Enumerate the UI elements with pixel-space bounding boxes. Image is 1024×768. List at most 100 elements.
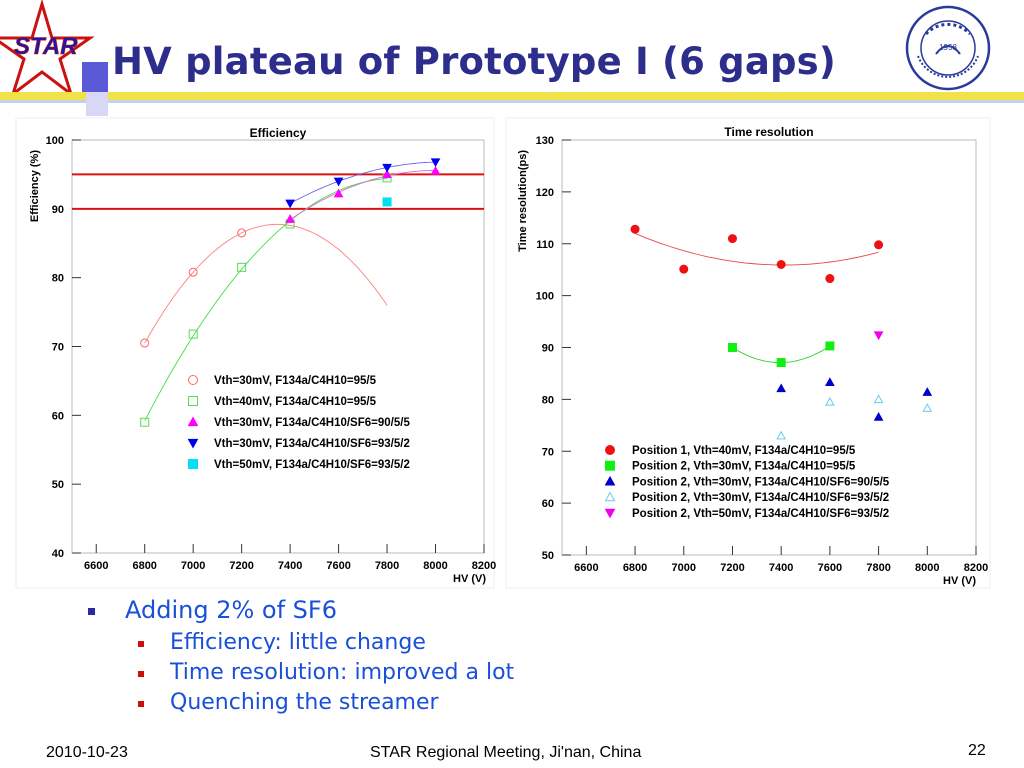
data-point <box>188 396 198 406</box>
x-tick-label: 6600 <box>574 562 598 574</box>
data-point <box>237 262 247 272</box>
data-point <box>140 338 150 348</box>
x-tick-label: 7200 <box>229 560 253 572</box>
legend-entry: Vth=30mV, F134a/C4H10/SF6=93/5/2 <box>214 438 410 450</box>
charts-area: Efficiency HV (V) Efficiency (%) 6600 6800 70… <box>15 117 991 589</box>
y-tick-label: 60 <box>52 410 64 422</box>
x-tick-label: 7800 <box>375 560 399 572</box>
data-series <box>727 341 835 368</box>
legend-entry: Vth=30mV, F134a/C4H10/SF6=90/5/5 <box>214 417 410 429</box>
data-point <box>604 491 616 502</box>
legend-entry: Position 2, Vth=30mV, F134a/C4H10/SF6=93… <box>632 492 889 504</box>
data-point <box>727 234 737 244</box>
data-point <box>776 260 786 269</box>
chart-title: Time resolution <box>724 125 813 139</box>
x-tick-label: 6800 <box>132 560 156 572</box>
x-tick-label: 6800 <box>623 562 647 574</box>
plot-area <box>561 139 977 556</box>
data-point <box>776 358 786 368</box>
x-tick-label: 7200 <box>720 562 744 574</box>
data-point <box>630 224 640 234</box>
data-series <box>140 228 247 348</box>
footer-date: 2010-10-23 <box>46 744 128 761</box>
legend-entry: Position 1, Vth=40mV, F134a/C4H10=95/5 <box>632 445 856 457</box>
x-tick-label: 7800 <box>866 562 890 574</box>
fit-curve <box>144 223 388 344</box>
data-point <box>333 177 344 187</box>
data-series <box>873 331 884 341</box>
data-point <box>727 343 737 352</box>
fit-curve <box>289 161 436 204</box>
footer-page-number: 22 <box>968 742 986 759</box>
bullet-marker <box>88 608 95 615</box>
data-point <box>430 165 441 175</box>
y-tick-label: 50 <box>542 550 554 562</box>
data-point <box>285 214 295 223</box>
data-point <box>922 387 933 396</box>
data-point <box>430 158 441 168</box>
x-axis-label: HV (V) <box>943 575 976 587</box>
fit-curve <box>289 170 436 220</box>
y-tick-label: 130 <box>536 135 554 147</box>
data-point <box>605 460 615 471</box>
data-point <box>873 411 884 421</box>
x-tick-label: 8200 <box>472 560 496 572</box>
y-tick-label: 70 <box>52 342 64 354</box>
x-tick-label: 7600 <box>326 560 350 572</box>
bullet-text: Adding 2% of SF6 <box>125 596 337 624</box>
y-tick-label: 90 <box>542 343 554 355</box>
x-tick-label: 7600 <box>818 562 842 574</box>
data-series <box>776 377 933 421</box>
x-tick-label: 8200 <box>964 562 988 574</box>
fit-curve <box>634 232 879 266</box>
data-series <box>285 165 441 223</box>
data-point <box>382 169 392 179</box>
star-logo-shape <box>0 0 95 99</box>
data-point <box>873 331 884 341</box>
y-tick-label: 120 <box>536 187 554 199</box>
data-point <box>776 383 787 393</box>
data-point <box>605 445 615 455</box>
fit-curve <box>144 178 388 422</box>
data-point <box>825 377 835 386</box>
star-logo: STAR <box>0 0 95 99</box>
title-underline-bar <box>0 92 1024 100</box>
seal-year: 1958 <box>939 43 957 52</box>
data-series <box>285 158 441 209</box>
data-point <box>140 417 150 427</box>
y-tick-label: 90 <box>52 204 64 216</box>
legend-entry: Position 2, Vth=50mV, F134a/C4H10/SF6=93… <box>632 508 889 520</box>
data-series <box>630 224 884 284</box>
data-series <box>776 394 933 440</box>
sub-bullet-text: Efficiency: little change <box>170 630 426 655</box>
efficiency-chart: Efficiency HV (V) Efficiency (%) 6600 6800 70… <box>15 117 496 589</box>
data-point <box>873 394 884 404</box>
legend-entry: Vth=50mV, F134a/C4H10/SF6=93/5/2 <box>214 459 410 471</box>
data-point <box>188 375 198 385</box>
x-tick-label: 8000 <box>423 560 447 572</box>
slide-title: HV plateau of Prototype I (6 gaps) <box>112 40 837 83</box>
data-point <box>922 403 933 412</box>
data-point <box>237 228 247 238</box>
university-seal: 1958 <box>905 5 991 91</box>
x-axis-label: HV (V) <box>453 573 486 585</box>
y-axis-label: Time resolution(ps) <box>517 150 529 252</box>
data-point <box>187 416 199 427</box>
data-point <box>188 459 198 469</box>
data-point <box>825 341 835 351</box>
title-underline-shadow <box>0 100 1024 103</box>
data-point <box>188 267 198 277</box>
legend-entry: Position 2, Vth=30mV, F134a/C4H10=95/5 <box>632 461 856 473</box>
y-tick-label: 50 <box>52 479 64 491</box>
data-point <box>382 163 392 173</box>
data-point <box>187 438 199 449</box>
x-tick-label: 7400 <box>769 562 793 574</box>
y-tick-label: 40 <box>52 548 64 560</box>
data-series <box>382 197 392 207</box>
data-point <box>285 199 295 209</box>
y-tick-label: 70 <box>542 446 554 458</box>
footer-center: STAR Regional Meeting, Ji'nan, China <box>370 744 642 761</box>
x-tick-label: 6600 <box>84 560 108 572</box>
y-tick-label: 80 <box>542 394 554 406</box>
time-resolution-chart: Time resolution HV (V) Time resolution(ps)… <box>505 117 991 589</box>
